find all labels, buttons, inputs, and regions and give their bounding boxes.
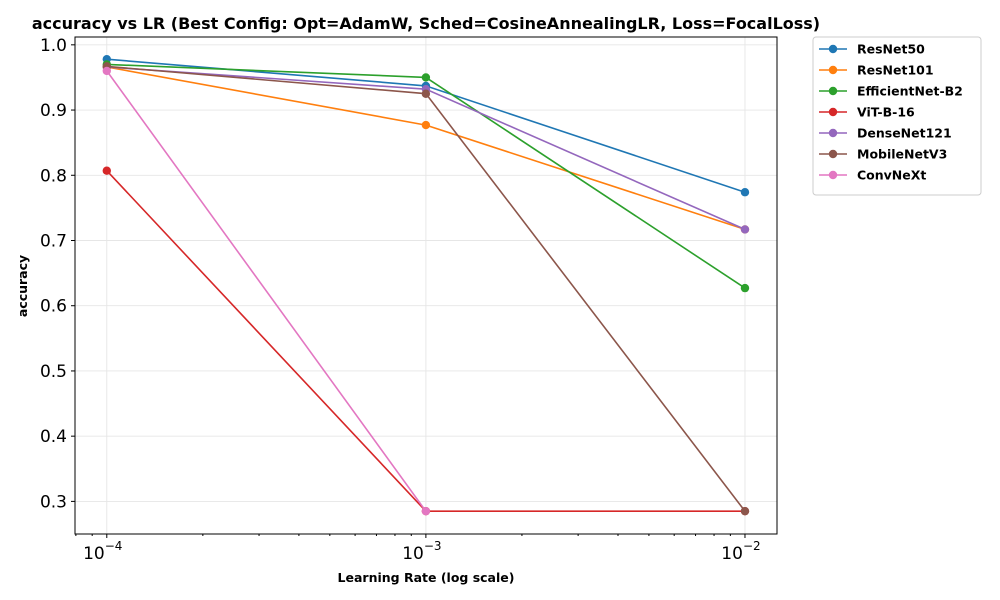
legend-item: ResNet101: [819, 63, 934, 78]
x-axis-ticks: 10−4 10−3 10−2: [75, 534, 761, 564]
legend-item: DenseNet121: [819, 126, 952, 141]
data-point: [740, 283, 750, 293]
plot-series: [102, 54, 750, 516]
series-mobilenetv3: [102, 62, 750, 516]
data-point: [102, 66, 111, 76]
data-point: [740, 225, 750, 234]
data-point: [421, 73, 431, 82]
data-point: [740, 506, 750, 516]
legend-label: DenseNet121: [857, 126, 952, 141]
data-point: [421, 120, 431, 130]
legend-swatch-marker: [828, 170, 838, 180]
legend-swatch-marker: [828, 149, 838, 159]
legend-item: ConvNeXt: [819, 168, 926, 183]
data-point: [740, 188, 750, 197]
y-tick-label: 0.8: [40, 166, 67, 186]
data-point: [421, 89, 431, 98]
y-tick-label: 0.9: [40, 101, 67, 121]
x-tick-label: 10−4: [83, 539, 122, 564]
legend-item: ResNet50: [819, 42, 925, 57]
x-tick-label: 10−3: [402, 539, 441, 564]
legend-swatch-marker: [828, 44, 838, 54]
y-axis-label: accuracy: [15, 255, 30, 317]
legend-label: ResNet101: [857, 63, 934, 78]
legend-item: EfficientNet-B2: [819, 84, 963, 99]
legend-label: ConvNeXt: [857, 168, 926, 183]
legend-label: ViT-B-16: [857, 105, 915, 120]
legend-label: ResNet50: [857, 42, 925, 57]
x-tick-label: 10−2: [721, 539, 760, 564]
legend-item: ViT-B-16: [819, 105, 915, 120]
chart-title: accuracy vs LR (Best Config: Opt=AdamW, …: [32, 14, 820, 33]
data-point: [102, 166, 111, 175]
data-point: [421, 506, 431, 516]
y-tick-label: 0.7: [40, 231, 67, 251]
grid: [75, 37, 777, 534]
legend: ResNet50 ResNet101 EfficientNet-B2 ViT-B-16…: [812, 36, 982, 196]
legend-swatch-marker: [828, 86, 838, 96]
y-tick-label: 0.5: [40, 362, 67, 382]
series-convnext: [102, 66, 431, 516]
legend-swatch-marker: [828, 65, 838, 75]
legend-label: MobileNetV3: [857, 147, 947, 162]
legend-swatch-marker: [828, 128, 838, 138]
series-line: [106, 70, 427, 512]
legend-box: [812, 36, 982, 196]
x-axis-label: Learning Rate (log scale): [338, 570, 515, 585]
y-tick-label: 0.3: [40, 492, 67, 512]
y-tick-label: 0.4: [40, 427, 67, 447]
legend-swatch-marker: [828, 107, 838, 117]
legend-item: MobileNetV3: [819, 147, 947, 162]
legend-label: EfficientNet-B2: [857, 84, 963, 99]
y-tick-label: 0.6: [40, 297, 67, 317]
y-axis-ticks: 0.3 0.4 0.5 0.6 0.7 0.8 0.9 1.0: [40, 36, 75, 512]
y-tick-label: 1.0: [40, 36, 67, 56]
